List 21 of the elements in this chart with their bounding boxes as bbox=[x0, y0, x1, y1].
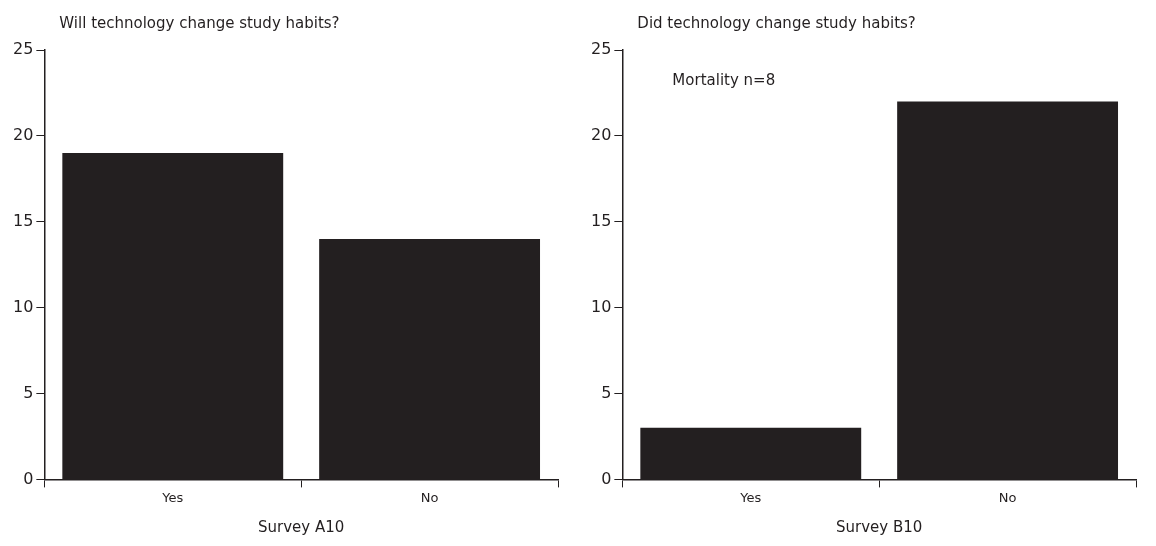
y-tick-label: 0 bbox=[601, 468, 612, 488]
annotation: Mortality n=8 bbox=[672, 71, 776, 89]
chart-title: Did technology change study habits? bbox=[637, 14, 916, 32]
y-tick-label: 25 bbox=[591, 39, 612, 59]
y-tick-label: 0 bbox=[23, 468, 34, 488]
x-axis-title: Survey B10 bbox=[836, 517, 923, 536]
y-tick-label: 15 bbox=[591, 210, 612, 230]
x-tick-label: No bbox=[420, 489, 439, 505]
x-axis-title: Survey A10 bbox=[258, 517, 345, 536]
chart-title: Will technology change study habits? bbox=[59, 14, 340, 32]
x-tick-label: No bbox=[998, 489, 1017, 505]
y-tick-label: 10 bbox=[591, 296, 612, 316]
y-tick-label: 5 bbox=[23, 382, 34, 402]
x-tick-label: Yes bbox=[161, 489, 184, 505]
y-tick-label: 20 bbox=[591, 125, 612, 145]
y-tick-label: 10 bbox=[13, 296, 34, 316]
x-tick-label: Yes bbox=[739, 489, 762, 505]
y-tick-label: 15 bbox=[13, 210, 34, 230]
y-tick-label: 20 bbox=[13, 125, 34, 145]
y-tick-label: 5 bbox=[601, 382, 612, 402]
y-tick-label: 25 bbox=[13, 39, 34, 59]
